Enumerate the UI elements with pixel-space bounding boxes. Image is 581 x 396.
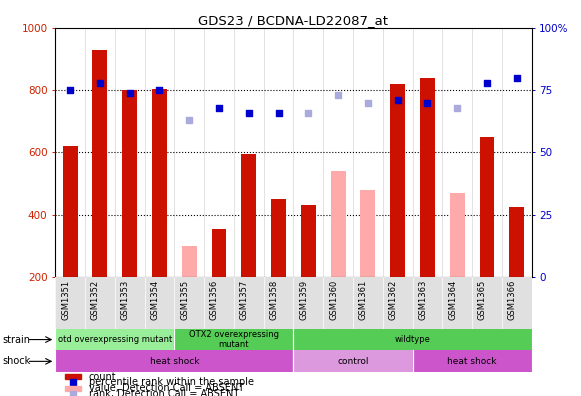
Text: GSM1360: GSM1360 xyxy=(329,280,338,320)
Bar xyxy=(55,350,293,372)
Title: GDS23 / BCDNA-LD22087_at: GDS23 / BCDNA-LD22087_at xyxy=(198,13,389,27)
Text: GSM1351: GSM1351 xyxy=(61,280,70,320)
Point xyxy=(125,89,134,96)
Bar xyxy=(293,277,323,329)
Point xyxy=(66,87,75,93)
Bar xyxy=(360,190,375,277)
Bar xyxy=(122,90,137,277)
Bar xyxy=(442,277,472,329)
Bar xyxy=(420,78,435,277)
Bar xyxy=(479,137,494,277)
Text: count: count xyxy=(88,371,116,381)
Bar xyxy=(264,277,293,329)
Text: GSM1353: GSM1353 xyxy=(121,280,130,320)
Text: otd overexpressing mutant: otd overexpressing mutant xyxy=(58,335,172,344)
Point xyxy=(244,109,253,116)
Text: value, Detection Call = ABSENT: value, Detection Call = ABSENT xyxy=(88,383,243,393)
Text: GSM1355: GSM1355 xyxy=(180,280,189,320)
Point xyxy=(95,80,105,86)
Text: heat shock: heat shock xyxy=(447,357,497,366)
Text: GSM1365: GSM1365 xyxy=(478,280,487,320)
Bar xyxy=(92,50,107,277)
Text: GSM1363: GSM1363 xyxy=(418,280,428,320)
Bar xyxy=(64,374,81,379)
Bar xyxy=(234,277,264,329)
Bar xyxy=(301,206,315,277)
Bar xyxy=(413,350,532,372)
Text: GSM1354: GSM1354 xyxy=(150,280,159,320)
Bar xyxy=(271,199,286,277)
Bar xyxy=(145,277,174,329)
Point xyxy=(274,109,283,116)
Bar xyxy=(63,146,77,277)
Bar xyxy=(450,193,465,277)
Bar xyxy=(152,89,167,277)
Text: GSM1352: GSM1352 xyxy=(91,280,100,320)
Point xyxy=(482,80,492,86)
Point xyxy=(185,117,194,123)
Text: shock: shock xyxy=(3,356,31,366)
Bar xyxy=(293,350,413,372)
Text: rank, Detection Call = ABSENT: rank, Detection Call = ABSENT xyxy=(88,389,239,396)
Bar xyxy=(174,277,204,329)
Point xyxy=(423,99,432,106)
Bar xyxy=(353,277,383,329)
Text: GSM1356: GSM1356 xyxy=(210,280,219,320)
Text: OTX2 overexpressing
mutant: OTX2 overexpressing mutant xyxy=(189,330,279,349)
Bar xyxy=(55,277,85,329)
Point xyxy=(453,105,462,111)
Bar xyxy=(204,277,234,329)
Bar xyxy=(293,329,532,350)
Bar xyxy=(85,277,115,329)
Point xyxy=(512,74,521,81)
Bar xyxy=(331,171,346,277)
Bar xyxy=(510,207,524,277)
Text: GSM1366: GSM1366 xyxy=(508,280,517,320)
Point xyxy=(304,109,313,116)
Bar xyxy=(390,84,405,277)
Point xyxy=(363,99,372,106)
Point xyxy=(214,105,224,111)
Bar xyxy=(413,277,442,329)
Text: percentile rank within the sample: percentile rank within the sample xyxy=(88,377,253,387)
Bar xyxy=(115,277,145,329)
Point xyxy=(155,87,164,93)
Text: GSM1357: GSM1357 xyxy=(240,280,249,320)
Bar xyxy=(502,277,532,329)
Bar xyxy=(472,277,502,329)
Bar xyxy=(174,329,293,350)
Text: heat shock: heat shock xyxy=(149,357,199,366)
Point xyxy=(333,92,343,98)
Text: GSM1362: GSM1362 xyxy=(389,280,397,320)
Text: strain: strain xyxy=(3,335,31,345)
Bar xyxy=(211,229,227,277)
Bar xyxy=(383,277,413,329)
Text: GSM1359: GSM1359 xyxy=(299,280,309,320)
Bar xyxy=(55,329,174,350)
Text: GSM1361: GSM1361 xyxy=(359,280,368,320)
Bar xyxy=(323,277,353,329)
Text: GSM1358: GSM1358 xyxy=(270,280,278,320)
Text: wildtype: wildtype xyxy=(394,335,431,344)
Text: GSM1364: GSM1364 xyxy=(448,280,457,320)
Bar xyxy=(182,246,196,277)
Bar xyxy=(241,154,256,277)
Point xyxy=(393,97,402,103)
Bar xyxy=(64,386,81,391)
Text: control: control xyxy=(337,357,369,366)
